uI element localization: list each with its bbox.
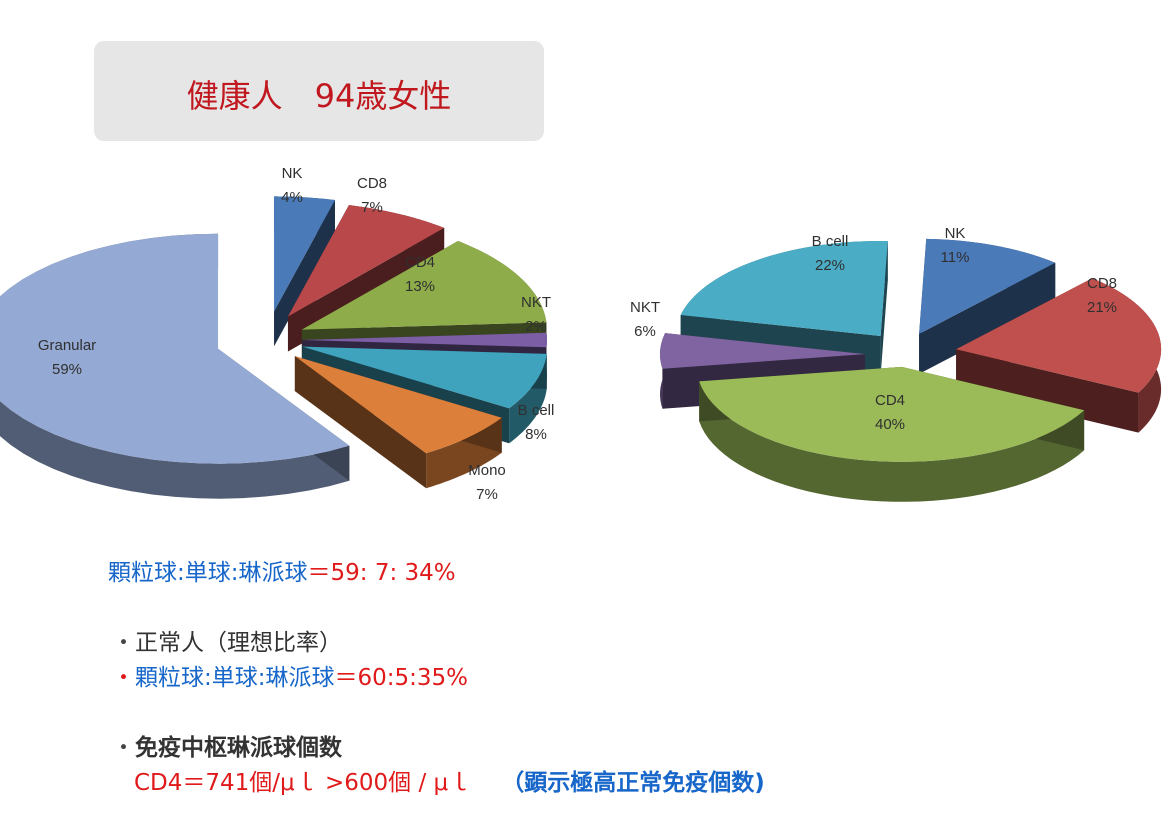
- slice-pct-nkt: 6%: [634, 323, 656, 340]
- slice-pct-nk: 11%: [941, 249, 970, 266]
- slice-top: [956, 278, 1162, 393]
- slice-label-b-cell: B cell: [518, 402, 555, 419]
- slice-top: [680, 240, 888, 336]
- normal-title: 正常人（理想比率）: [135, 630, 342, 656]
- ratio-prefix: 顆粒球:単球:琳派球: [108, 560, 308, 586]
- slice-granular: [0, 233, 350, 499]
- slice-top: [699, 366, 1085, 462]
- page-title: 健康人 94歳女性: [186, 77, 452, 115]
- normal-ratio-line: ・顆粒球:単球:琳派球＝60:5:35%: [112, 658, 468, 692]
- count-line: CD4＝741個/μｌ >600個 / μｌ （顕示極高正常免疫個数): [134, 763, 765, 797]
- count-note: （顕示極高正常免疫個数): [501, 770, 765, 796]
- count-title: 免疫中枢琳派球個数: [135, 735, 342, 761]
- slice-label-nk: NK: [945, 225, 966, 242]
- slice-wall: [274, 200, 335, 347]
- slice-top: [302, 332, 547, 348]
- slice-pct-b-cell: 22%: [815, 257, 845, 274]
- slice-label-cd4: CD4: [405, 254, 435, 271]
- slice-wall: [294, 356, 427, 489]
- slice-label-cd8: CD8: [1087, 275, 1117, 292]
- slice-pct-nk: 4%: [281, 189, 303, 206]
- ratio-value: ＝59: 7: 34%: [307, 560, 456, 586]
- slice-label-nkt: NKT: [521, 294, 551, 311]
- slice-top: [301, 241, 547, 330]
- slice-label-granular: Granular: [38, 337, 96, 354]
- slice-pct-mono: 7%: [476, 486, 498, 503]
- slice-pct-nkt: 2%: [525, 318, 547, 335]
- slice-side: [699, 381, 1085, 502]
- pie-charts: NK 4% CD8 7% CD4 13% NKT 2% B cell 8% Mono 7% Granul…: [0, 165, 1162, 503]
- slice-top: [294, 356, 502, 454]
- count-value: CD4＝741個/μｌ >600個 / μｌ: [134, 770, 472, 796]
- slice-cd4: [699, 366, 1085, 502]
- slice-label-b-cell: B cell: [812, 233, 849, 250]
- slice-cd8: [956, 278, 1162, 433]
- normal-ratio-prefix: 顆粒球:単球:琳派球: [135, 665, 335, 691]
- slice-side: [0, 233, 350, 499]
- slice-wall: [919, 262, 1056, 374]
- ratio-line: 顆粒球:単球:琳派球＝59: 7: 34%: [108, 553, 456, 587]
- pie-chart-left: NK 4% CD8 7% CD4 13% NKT 2% B cell 8% Mono 7% Granul…: [0, 165, 554, 503]
- slice-top: [287, 205, 445, 317]
- slice-pct-cd8: 7%: [361, 199, 383, 216]
- slice-top: [0, 233, 350, 464]
- slice-pct-cd8: 21%: [1087, 299, 1117, 316]
- slice-label-nk: NK: [282, 165, 303, 182]
- normal-ratio-value: ＝60:5:35%: [334, 665, 469, 691]
- bullet: ・: [112, 735, 135, 761]
- slice-top: [302, 346, 547, 409]
- slice-nk: [274, 196, 335, 347]
- normal-title-line: ・正常人（理想比率）: [112, 623, 342, 657]
- count-title-line: ・免疫中枢琳派球個数: [112, 728, 342, 762]
- slice-side: [509, 353, 547, 444]
- title-box: 健康人 94歳女性: [94, 41, 544, 141]
- pie-chart-right: NK 11% CD8 21% CD4 40% NKT 6% B cell 22%: [630, 225, 1162, 502]
- slice-label-nkt: NKT: [630, 299, 660, 316]
- slice-top: [274, 196, 335, 312]
- slice-top: [660, 333, 866, 369]
- slice-pct-granular: 59%: [52, 361, 82, 378]
- bullet: ・: [112, 630, 135, 656]
- slice-pct-cd4: 40%: [875, 416, 905, 433]
- slice-label-cd4: CD4: [875, 392, 905, 409]
- slice-top: [919, 238, 1056, 334]
- slice-pct-cd4: 13%: [405, 278, 435, 295]
- slice-nk: [919, 238, 1056, 374]
- slice-wall: [956, 349, 1139, 433]
- bullet-red: ・: [112, 665, 135, 691]
- slice-mono: [294, 356, 502, 489]
- slice-label-cd8: CD8: [357, 175, 387, 192]
- slice-label-mono: Mono: [468, 462, 506, 479]
- slice-wall: [880, 241, 888, 376]
- slice-pct-b-cell: 8%: [525, 426, 547, 443]
